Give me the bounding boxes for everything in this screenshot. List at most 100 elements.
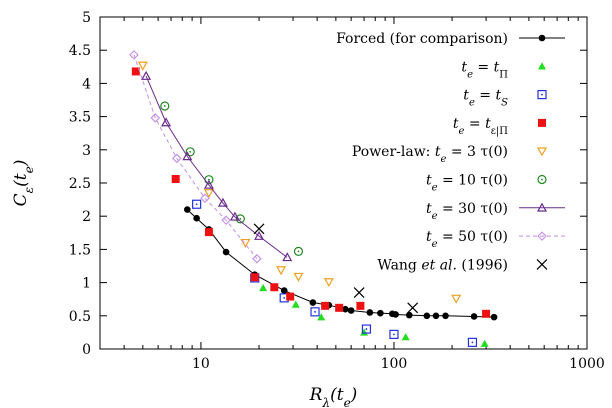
legend-entry-4: Power-law: te = 3 τ(0) xyxy=(352,144,548,165)
data-point xyxy=(131,67,140,76)
data-point xyxy=(250,273,259,282)
data-point xyxy=(253,223,265,235)
y-tick-label: 4.5 xyxy=(69,43,91,59)
marker-dot xyxy=(163,105,166,107)
data-point xyxy=(203,179,214,189)
legend-marker xyxy=(538,62,546,70)
marker-dot xyxy=(365,328,368,330)
marker-dot xyxy=(393,333,395,336)
data-point xyxy=(342,305,349,313)
data-point xyxy=(482,309,491,318)
legend-text-part: Forced (for comparison) xyxy=(336,31,508,47)
data-point xyxy=(222,248,230,256)
data-point xyxy=(184,206,191,213)
axis-label-part: (t xyxy=(330,385,344,405)
data-point xyxy=(442,312,449,320)
data-point xyxy=(405,311,413,319)
legend-entry-2: te = tS xyxy=(463,88,547,109)
legend-text-part: = 3 τ(0) xyxy=(446,144,508,160)
data-point xyxy=(323,278,334,288)
legend-text-part: Power-law: xyxy=(352,144,435,160)
y-tick-label: 0 xyxy=(82,342,91,358)
data-point xyxy=(259,283,268,292)
legend-label: te = 50 τ(0) xyxy=(426,229,508,250)
legend-entry-6: te = 30 τ(0) xyxy=(426,201,565,222)
axis-label-part: ε xyxy=(22,187,36,193)
y-tick-label: 3.5 xyxy=(69,110,91,126)
data-point xyxy=(293,272,304,282)
legend-text-part: t xyxy=(461,59,467,75)
series-4 xyxy=(137,61,462,304)
data-point xyxy=(280,287,288,294)
data-point xyxy=(389,329,399,339)
x-tick-label: 100 xyxy=(381,356,408,372)
data-point xyxy=(235,214,245,224)
marker-dot xyxy=(541,93,543,96)
data-point xyxy=(335,303,344,312)
axis-label-part: R xyxy=(309,385,323,405)
series-5 xyxy=(160,101,304,256)
axis-label-part: e xyxy=(22,166,36,173)
data-point xyxy=(182,151,193,161)
data-point xyxy=(451,294,462,304)
data-point xyxy=(392,311,399,318)
data-point xyxy=(254,230,265,240)
legend-label: te = tS xyxy=(463,88,508,109)
axis-label-part: (t xyxy=(11,173,31,187)
marker-outline xyxy=(160,101,170,111)
data-point xyxy=(129,50,139,60)
y-tick-label: 1.5 xyxy=(69,242,91,258)
data-point xyxy=(317,313,326,321)
data-point xyxy=(185,147,195,157)
series-6 xyxy=(141,70,293,262)
axis-label-part: e xyxy=(344,396,351,408)
axis-label-part: ) xyxy=(11,160,31,168)
data-point xyxy=(309,299,317,306)
data-point xyxy=(160,101,170,111)
y-axis-label: Cε(te) xyxy=(11,160,36,207)
data-point xyxy=(161,117,172,127)
legend-label: Wang et al. (1996) xyxy=(377,257,508,273)
y-tick-label: 5 xyxy=(82,10,91,26)
data-point xyxy=(141,70,152,80)
legend-text-part: = 30 τ(0) xyxy=(438,201,508,217)
marker-dot xyxy=(208,178,210,181)
legend-text-part: e xyxy=(469,97,475,108)
legend-text-part: e xyxy=(432,239,438,250)
data-point xyxy=(377,309,384,317)
marker-outline xyxy=(361,324,372,334)
data-point xyxy=(291,300,300,308)
legend-text-part: et al. xyxy=(421,257,457,273)
series-8 xyxy=(253,223,419,314)
y-axis: 0 0.5 1 1.5 2 2.5 3 3.5 4 4.5 5 xyxy=(69,10,587,358)
data-point xyxy=(252,253,262,264)
series-7 xyxy=(129,50,262,264)
marker-outline xyxy=(537,89,547,100)
marker-outline xyxy=(293,246,304,256)
series-layer xyxy=(129,50,498,347)
data-point xyxy=(293,246,304,256)
data-point xyxy=(490,313,498,321)
data-point xyxy=(217,197,228,207)
data-point xyxy=(407,302,419,314)
marker-dot xyxy=(314,310,316,313)
x-tick-label: 10 xyxy=(192,356,210,372)
axis-label-part: C xyxy=(11,193,31,206)
legend-marker xyxy=(537,89,547,100)
legend-entry-7: te = 50 τ(0) xyxy=(426,229,565,250)
legend-label: te = 30 τ(0) xyxy=(426,201,508,222)
data-point xyxy=(286,292,295,301)
legend-marker xyxy=(536,202,548,212)
marker-dot xyxy=(297,250,300,253)
y-tick-label: 1 xyxy=(82,276,91,292)
data-point xyxy=(270,283,279,292)
legend-label: te = 10 τ(0) xyxy=(426,173,508,194)
series-3 xyxy=(131,67,491,318)
legend-text-part: S xyxy=(501,97,508,108)
marker-outline xyxy=(310,307,320,317)
data-point xyxy=(347,307,355,314)
y-tick-label: 3 xyxy=(82,143,91,159)
legend-text-part: t xyxy=(453,116,459,132)
